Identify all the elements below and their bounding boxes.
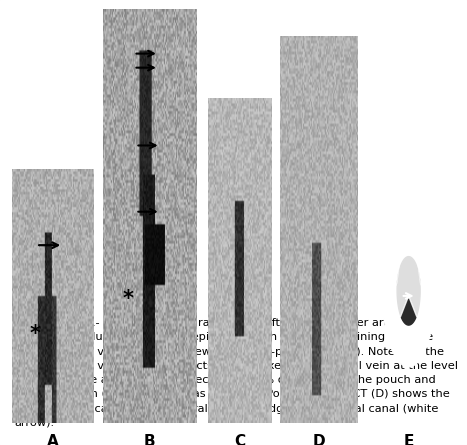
- Text: *: *: [29, 324, 40, 344]
- Text: shows an epidural AVF with an epidural pouch (asterisk) draining into the: shows an epidural AVF with an epidural p…: [14, 332, 433, 342]
- Text: B: B: [144, 434, 155, 445]
- Polygon shape: [374, 271, 384, 311]
- Polygon shape: [384, 240, 433, 332]
- Text: A: A: [47, 434, 58, 445]
- Text: of T12 (double arrows). After injection of 33% of NBCA into the pouch and: of T12 (double arrows). After injection …: [14, 375, 436, 385]
- Text: perimedullary vein reflux connects and refluxes to the spinal vein at the level: perimedullary vein reflux connects and r…: [14, 361, 458, 371]
- Text: D: D: [312, 434, 325, 445]
- Text: perimedullary vein (A: lateral view, B: antero-posterior view). Note that the: perimedullary vein (A: lateral view, B: …: [14, 347, 444, 356]
- Polygon shape: [404, 187, 413, 240]
- Polygon shape: [433, 271, 444, 311]
- Text: cast of glue located at the ventral epidural edge of the spinal canal (white: cast of glue located at the ventral epid…: [14, 404, 439, 413]
- Text: E: E: [403, 434, 414, 445]
- Text: arrow).: arrow).: [14, 418, 54, 428]
- Polygon shape: [382, 215, 435, 367]
- Text: Figure 1:: Figure 1:: [14, 318, 76, 328]
- Text: C: C: [234, 434, 245, 445]
- Text: intradural vein (C), the shunt was gone (D). Post-operative CT (D) shows the: intradural vein (C), the shunt was gone …: [14, 389, 450, 399]
- Text: *: *: [122, 289, 134, 308]
- Polygon shape: [397, 257, 420, 325]
- Text: Case 1- Selective angiogram of the left second lumber artery: Case 1- Selective angiogram of the left …: [57, 318, 407, 328]
